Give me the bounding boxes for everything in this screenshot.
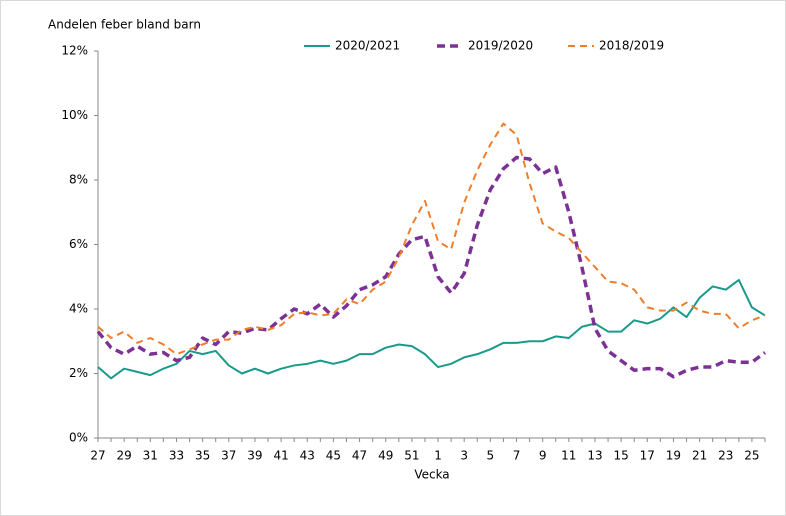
x-tick-label: 21 <box>692 449 707 463</box>
legend-label: 2019/2020 <box>468 39 533 53</box>
series-line <box>96 155 767 379</box>
y-tick-label: 2% <box>69 366 88 380</box>
y-tick-label: 12% <box>61 44 88 58</box>
y-tick-label: 0% <box>69 431 88 445</box>
x-tick-label: 13 <box>587 449 602 463</box>
y-tick-label: 10% <box>61 108 88 122</box>
y-tick-label: 8% <box>69 173 88 187</box>
series-line <box>97 278 766 380</box>
legend-label: 2020/2021 <box>335 39 400 53</box>
x-tick-label: 41 <box>273 449 288 463</box>
x-tick-label: 49 <box>378 449 393 463</box>
x-tick-label: 9 <box>539 449 547 463</box>
y-tick-label: 6% <box>69 237 88 251</box>
x-tick-label: 17 <box>640 449 655 463</box>
x-tick-label: 43 <box>300 449 315 463</box>
x-tick-label: 3 <box>460 449 468 463</box>
x-tick-label: 25 <box>744 449 759 463</box>
x-tick-label: 35 <box>195 449 210 463</box>
x-tick-label: 19 <box>666 449 681 463</box>
x-tick-label: 37 <box>221 449 236 463</box>
x-tick-label: 45 <box>326 449 341 463</box>
legend-label: 2018/2019 <box>599 39 664 53</box>
series-line <box>97 122 766 356</box>
x-tick-label: 51 <box>404 449 419 463</box>
x-tick-label: 1 <box>434 449 442 463</box>
x-axis-label: Vecka <box>414 468 449 482</box>
y-tick-label: 4% <box>69 302 88 316</box>
x-tick-label: 31 <box>143 449 158 463</box>
x-tick-label: 11 <box>561 449 576 463</box>
x-tick-label: 5 <box>487 449 495 463</box>
x-tick-label: 33 <box>169 449 184 463</box>
x-tick-label: 23 <box>718 449 733 463</box>
x-tick-label: 47 <box>352 449 367 463</box>
x-tick-label: 29 <box>117 449 132 463</box>
x-tick-label: 7 <box>513 449 521 463</box>
x-tick-label: 27 <box>90 449 105 463</box>
chart-title: Andelen feber bland barn <box>48 18 201 32</box>
x-tick-label: 39 <box>247 449 262 463</box>
x-tick-label: 15 <box>613 449 628 463</box>
